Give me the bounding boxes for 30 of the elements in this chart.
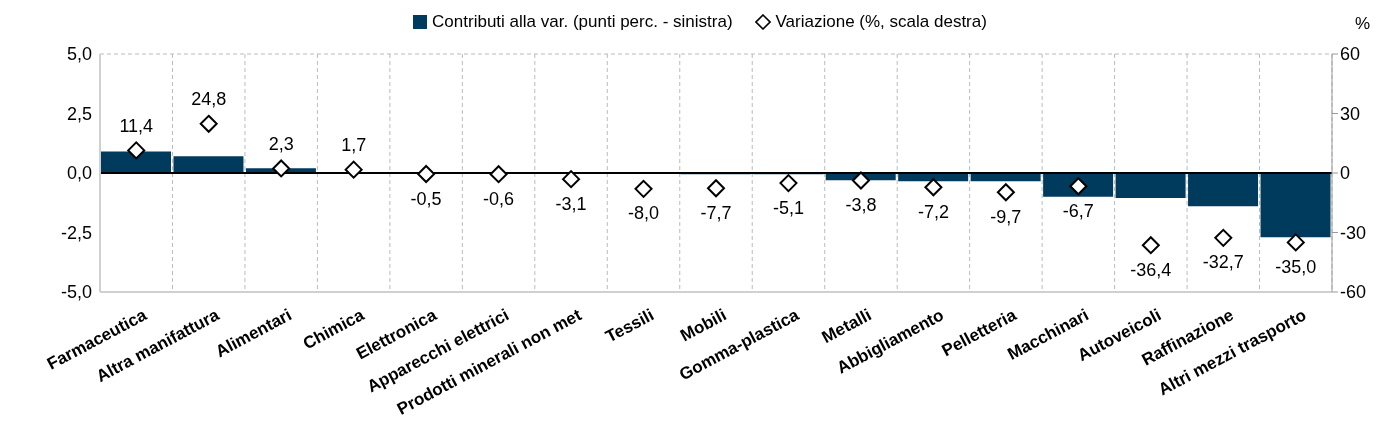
y-tick-label: 2,5 bbox=[66, 103, 92, 124]
y-tick-label: -5,0 bbox=[60, 282, 92, 303]
data-label: 1,7 bbox=[341, 135, 367, 156]
data-label: 11,4 bbox=[119, 115, 154, 136]
data-label: -0,6 bbox=[483, 188, 515, 209]
y2-tick-label: 60 bbox=[1340, 44, 1361, 65]
data-label: -8,0 bbox=[628, 203, 660, 224]
data-label: -6,7 bbox=[1062, 200, 1094, 221]
legend-label: Contributi alla var. (punti perc. - sinistra) bbox=[432, 12, 733, 32]
data-label: -3,8 bbox=[845, 195, 877, 216]
data-label: -7,2 bbox=[917, 201, 949, 222]
data-label: 2,3 bbox=[268, 133, 294, 154]
y-tick-label: 5,0 bbox=[66, 44, 92, 65]
y2-tick-label: 30 bbox=[1340, 103, 1361, 124]
data-label: -32,7 bbox=[1202, 252, 1244, 273]
data-label: -5,1 bbox=[772, 197, 804, 218]
data-label: -7,7 bbox=[700, 202, 732, 223]
y-tick-label: -2,5 bbox=[60, 222, 92, 243]
legend-label: Variazione (%, scala destra) bbox=[775, 12, 987, 32]
data-label: -3,1 bbox=[555, 193, 587, 214]
data-label: 24,8 bbox=[191, 89, 227, 110]
data-label: -9,7 bbox=[990, 206, 1022, 227]
y-tick-label: 0,0 bbox=[66, 163, 92, 184]
y2-tick-label: -60 bbox=[1340, 282, 1367, 303]
data-label: -36,4 bbox=[1130, 259, 1172, 280]
data-label: -35,0 bbox=[1275, 256, 1317, 277]
data-label: -0,5 bbox=[410, 188, 442, 209]
y2-axis-title: % bbox=[1354, 14, 1370, 34]
y2-tick-label: 0 bbox=[1340, 163, 1351, 184]
y2-tick-label: -30 bbox=[1340, 222, 1367, 243]
